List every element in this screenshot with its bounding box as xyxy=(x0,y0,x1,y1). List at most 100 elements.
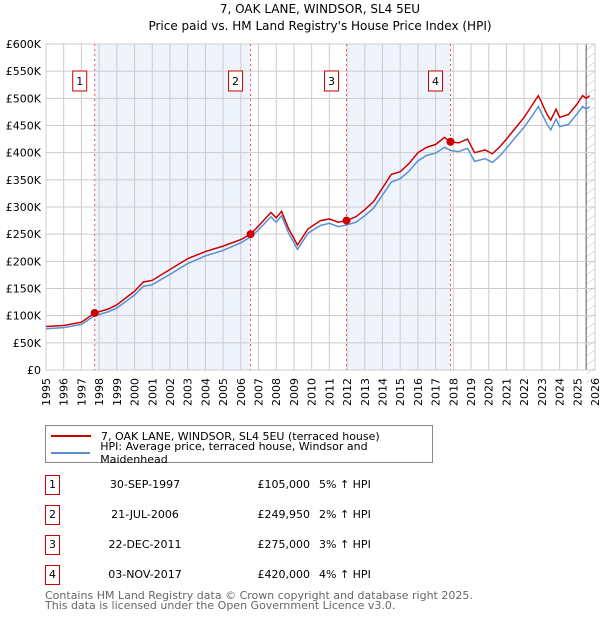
x-tick-label: 2009 xyxy=(288,378,301,406)
footer: Contains HM Land Registry data © Crown c… xyxy=(45,589,473,612)
transaction-date: 30-SEP-1997 xyxy=(109,478,181,491)
hatch-line xyxy=(585,304,596,312)
x-tick-label: 1999 xyxy=(111,378,124,406)
chart-subtitle: Price paid vs. HM Land Registry's House … xyxy=(148,19,491,33)
transaction-number: 4 xyxy=(45,565,60,585)
transaction-row: 4 03-NOV-2017 £420,000 4% ↑ HPI xyxy=(45,565,465,585)
plot-frame xyxy=(45,43,596,371)
transaction-hpi-delta: 5% ↑ HPI xyxy=(319,478,371,491)
hatch-line xyxy=(585,106,596,114)
x-tick-label: 1995 xyxy=(40,378,53,406)
sale-marker-box xyxy=(228,70,244,92)
sale-marker-box xyxy=(324,70,340,92)
hatch-line xyxy=(585,79,596,87)
hatch-line xyxy=(585,160,596,168)
chart-title: 7, OAK LANE, WINDSOR, SL4 5EU xyxy=(220,2,420,16)
x-tick-label: 2013 xyxy=(359,378,372,406)
y-tick-label: £100K xyxy=(6,310,42,323)
y-tick-label: £0 xyxy=(27,364,41,377)
transaction-number: 2 xyxy=(45,505,60,525)
legend-label-property: 7, OAK LANE, WINDSOR, SL4 5EU (terraced … xyxy=(101,429,380,443)
x-tick-label: 2000 xyxy=(129,378,142,406)
x-tick-label: 2025 xyxy=(571,378,584,406)
transaction-hpi-delta: 2% ↑ HPI xyxy=(319,508,371,521)
y-tick-label: £300K xyxy=(6,201,42,214)
x-tick-label: 2005 xyxy=(217,378,230,406)
hatch-line xyxy=(585,196,596,204)
y-tick-label: £50K xyxy=(13,337,42,350)
property-price-line xyxy=(45,94,591,328)
transaction-hpi-delta: 4% ↑ HPI xyxy=(319,568,371,581)
legend-label-hpi: HPI: Average price, terraced house, Wind… xyxy=(100,440,368,466)
x-tick-label: 2019 xyxy=(465,378,478,406)
hatch-line xyxy=(585,358,596,366)
x-tick-label: 2017 xyxy=(430,378,443,406)
hatch-line xyxy=(585,187,596,195)
x-tick-label: 2003 xyxy=(182,378,195,406)
y-tick-label: £350K xyxy=(6,174,42,187)
sale-point xyxy=(342,216,351,225)
sale-marker-number: 3 xyxy=(328,75,335,88)
hatch-line xyxy=(585,340,596,348)
x-tick-label: 1997 xyxy=(75,378,88,406)
sale-marker-box xyxy=(72,70,88,92)
x-tick-label: 2012 xyxy=(341,378,354,406)
y-tick-label: £600K xyxy=(6,38,42,51)
hatch-line xyxy=(585,322,596,330)
hatch-line xyxy=(585,295,596,303)
x-tick-label: 2007 xyxy=(253,378,266,406)
x-tick-label: 2021 xyxy=(500,378,513,406)
hatch-line xyxy=(585,367,596,375)
hatch-line xyxy=(585,241,596,249)
transaction-date: 22-DEC-2011 xyxy=(108,538,182,551)
hatch-line xyxy=(585,250,596,258)
footer-copyright: Contains HM Land Registry data © Crown c… xyxy=(45,589,473,602)
sale-point xyxy=(90,308,99,317)
hatch-line xyxy=(585,214,596,222)
footer-licence: This data is licensed under the Open Gov… xyxy=(45,599,396,612)
y-tick-label: £550K xyxy=(6,65,42,78)
transaction-price: £275,000 xyxy=(257,538,311,551)
hatch-line xyxy=(585,169,596,177)
hatch-line xyxy=(585,277,596,285)
legend: 7, OAK LANE, WINDSOR, SL4 5EU (terraced … xyxy=(45,425,433,466)
x-tick-label: 2020 xyxy=(483,378,496,406)
transaction-price: £105,000 xyxy=(257,478,311,491)
hatch-line xyxy=(585,223,596,231)
hatch-line xyxy=(585,88,596,96)
sale-point xyxy=(446,137,455,146)
x-tick-label: 2015 xyxy=(394,378,407,406)
y-tick-label: £450K xyxy=(6,120,42,133)
transaction-row: 3 22-DEC-2011 £275,000 3% ↑ HPI xyxy=(45,535,465,555)
transaction-date: 21-JUL-2006 xyxy=(111,508,179,521)
x-tick-label: 2002 xyxy=(164,378,177,406)
transaction-price: £420,000 xyxy=(257,568,311,581)
legend-item-property: 7, OAK LANE, WINDSOR, SL4 5EU (terraced … xyxy=(46,428,380,444)
x-tick-label: 1998 xyxy=(93,378,106,406)
hatch-line xyxy=(585,331,596,339)
sale-marker-number: 2 xyxy=(232,75,239,88)
sale-point xyxy=(246,230,255,239)
transaction-number: 1 xyxy=(45,475,60,495)
sale-marker-number: 1 xyxy=(76,75,83,88)
hatch-line xyxy=(585,70,596,78)
hatch-line xyxy=(585,43,596,51)
hatch-line xyxy=(585,376,596,384)
hatch-line xyxy=(585,133,596,141)
transaction-date: 03-NOV-2017 xyxy=(108,568,182,581)
x-tick-label: 2004 xyxy=(199,378,212,406)
legend-swatch-blue xyxy=(51,452,91,454)
legend-swatch-red xyxy=(51,435,91,437)
x-tick-label: 2006 xyxy=(235,378,248,406)
y-tick-label: £400K xyxy=(6,147,42,160)
x-tick-label: 2018 xyxy=(447,378,460,406)
x-tick-label: 2026 xyxy=(589,378,600,406)
x-tick-label: 2022 xyxy=(518,378,531,406)
y-tick-label: £500K xyxy=(6,92,42,105)
x-tick-label: 2024 xyxy=(554,378,567,406)
y-tick-label: £150K xyxy=(6,283,42,296)
sale-marker-box xyxy=(427,70,443,92)
transaction-hpi-delta: 3% ↑ HPI xyxy=(319,538,371,551)
y-tick-label: £200K xyxy=(6,255,42,268)
transaction-row: 1 30-SEP-1997 £105,000 5% ↑ HPI xyxy=(45,475,465,495)
